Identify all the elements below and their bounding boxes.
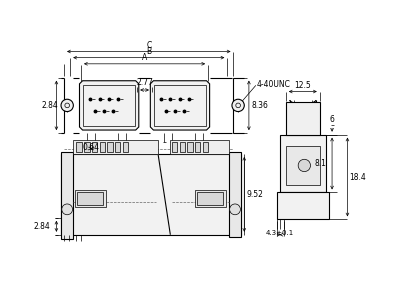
Text: C: C [146, 41, 151, 50]
Bar [203, 142, 208, 152]
Polygon shape [80, 81, 139, 130]
Bar [84, 142, 89, 152]
Bar [286, 146, 320, 185]
Bar [195, 142, 201, 152]
Bar [187, 142, 193, 152]
Bar [61, 154, 241, 235]
Bar [73, 140, 158, 154]
Bar [195, 190, 226, 207]
Bar [76, 142, 82, 152]
Text: 8.36: 8.36 [251, 101, 268, 110]
Bar [61, 151, 73, 239]
Bar [229, 151, 241, 237]
Bar [197, 192, 223, 205]
Text: 6: 6 [330, 115, 335, 124]
Text: 18.4: 18.4 [349, 173, 366, 181]
Bar [172, 142, 177, 152]
Bar [77, 192, 103, 205]
Bar [277, 192, 329, 219]
Bar [107, 142, 113, 152]
Text: 4-40UNC: 4-40UNC [256, 80, 290, 89]
Circle shape [61, 99, 73, 111]
Bar [170, 140, 229, 154]
Circle shape [232, 99, 244, 111]
Text: 4.3±0.1: 4.3±0.1 [266, 230, 294, 236]
Circle shape [230, 204, 240, 215]
Bar [180, 142, 185, 152]
Bar [286, 102, 320, 135]
Text: 8.1: 8.1 [314, 159, 326, 168]
Bar [123, 142, 128, 152]
Bar [75, 190, 106, 207]
Circle shape [62, 204, 72, 215]
Polygon shape [151, 81, 210, 130]
Bar [115, 142, 120, 152]
Circle shape [298, 159, 310, 172]
Text: A: A [142, 53, 147, 62]
Text: B: B [146, 47, 151, 56]
Text: 9.52: 9.52 [247, 190, 264, 199]
Bar [100, 142, 105, 152]
Text: 12.5: 12.5 [294, 81, 311, 90]
Bar [280, 135, 326, 192]
Text: 2.84: 2.84 [42, 101, 59, 110]
Text: 2.77: 2.77 [136, 78, 153, 87]
Text: 2.84: 2.84 [33, 222, 50, 231]
Bar [92, 142, 97, 152]
Text: 0.64: 0.64 [83, 143, 100, 151]
